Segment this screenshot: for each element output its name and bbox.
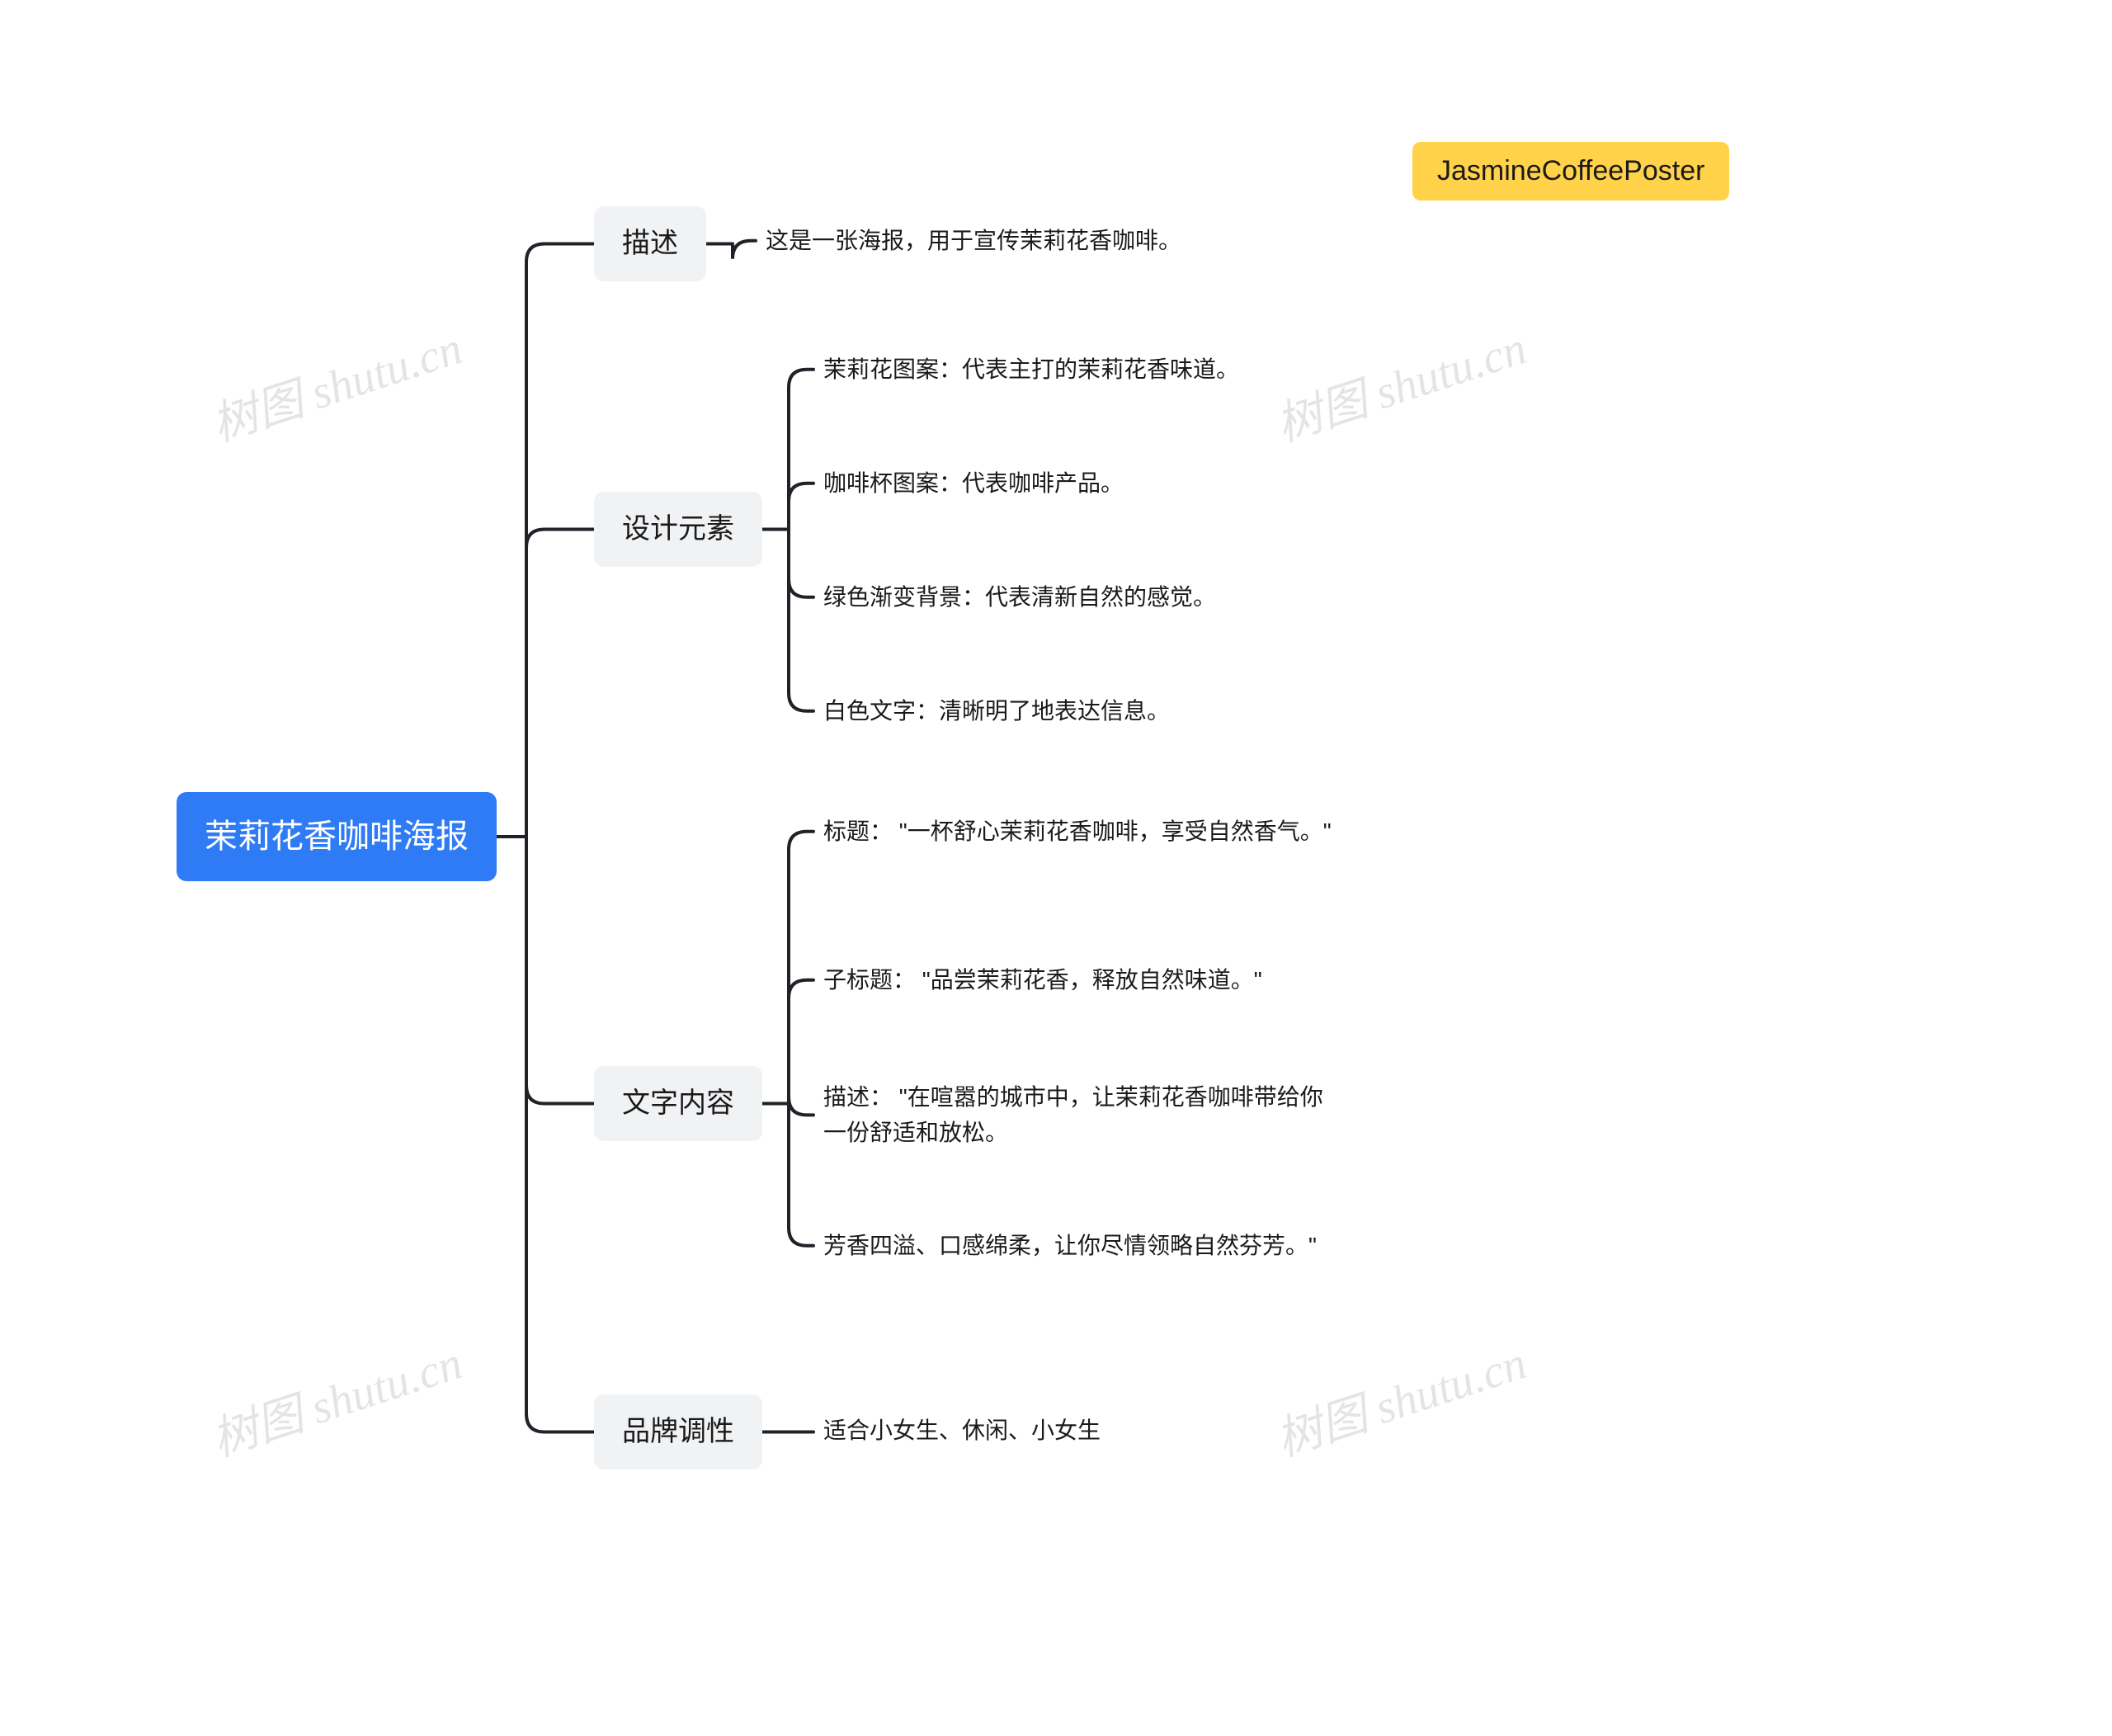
mindmap-leaf-2-1: 子标题： "品尝茉莉花香，释放自然味道。" [823, 962, 1335, 998]
mindmap-leaf-2-2: 描述： "在喧嚣的城市中，让茉莉花香咖啡带给你一份舒适和放松。 [823, 1079, 1335, 1151]
mindmap-leaf-1-0: 茉莉花图案：代表主打的茉莉花香味道。 [823, 351, 1351, 387]
watermark-0: 树图 shutu.cn [202, 311, 469, 455]
mindmap-leaf-3-0: 适合小女生、休闲、小女生 [823, 1413, 1351, 1448]
mindmap-root: 茉莉花香咖啡海报 [177, 792, 497, 881]
watermark-2: 树图 shutu.cn [202, 1326, 469, 1469]
mindmap-branch-1: 设计元素 [594, 492, 762, 567]
mindmap-branch-0: 描述 [594, 206, 706, 281]
title-badge: JasmineCoffeePoster [1412, 142, 1729, 200]
mindmap-branch-3: 品牌调性 [594, 1394, 762, 1469]
mindmap-leaf-2-3: 芳香四溢、口感绵柔，让你尽情领略自然芬芳。" [823, 1228, 1335, 1263]
mindmap-leaf-0-0: 这是一张海报，用于宣传茉莉花香咖啡。 [766, 223, 1277, 258]
mindmap-leaf-2-0: 标题： "一杯舒心茉莉花香咖啡，享受自然香气。" [823, 814, 1335, 849]
mindmap-leaf-1-1: 咖啡杯图案：代表咖啡产品。 [823, 465, 1351, 501]
mindmap-leaf-1-3: 白色文字：清晰明了地表达信息。 [823, 693, 1351, 729]
mindmap-leaf-1-2: 绿色渐变背景：代表清新自然的感觉。 [823, 579, 1351, 615]
mindmap-branch-2: 文字内容 [594, 1066, 762, 1141]
